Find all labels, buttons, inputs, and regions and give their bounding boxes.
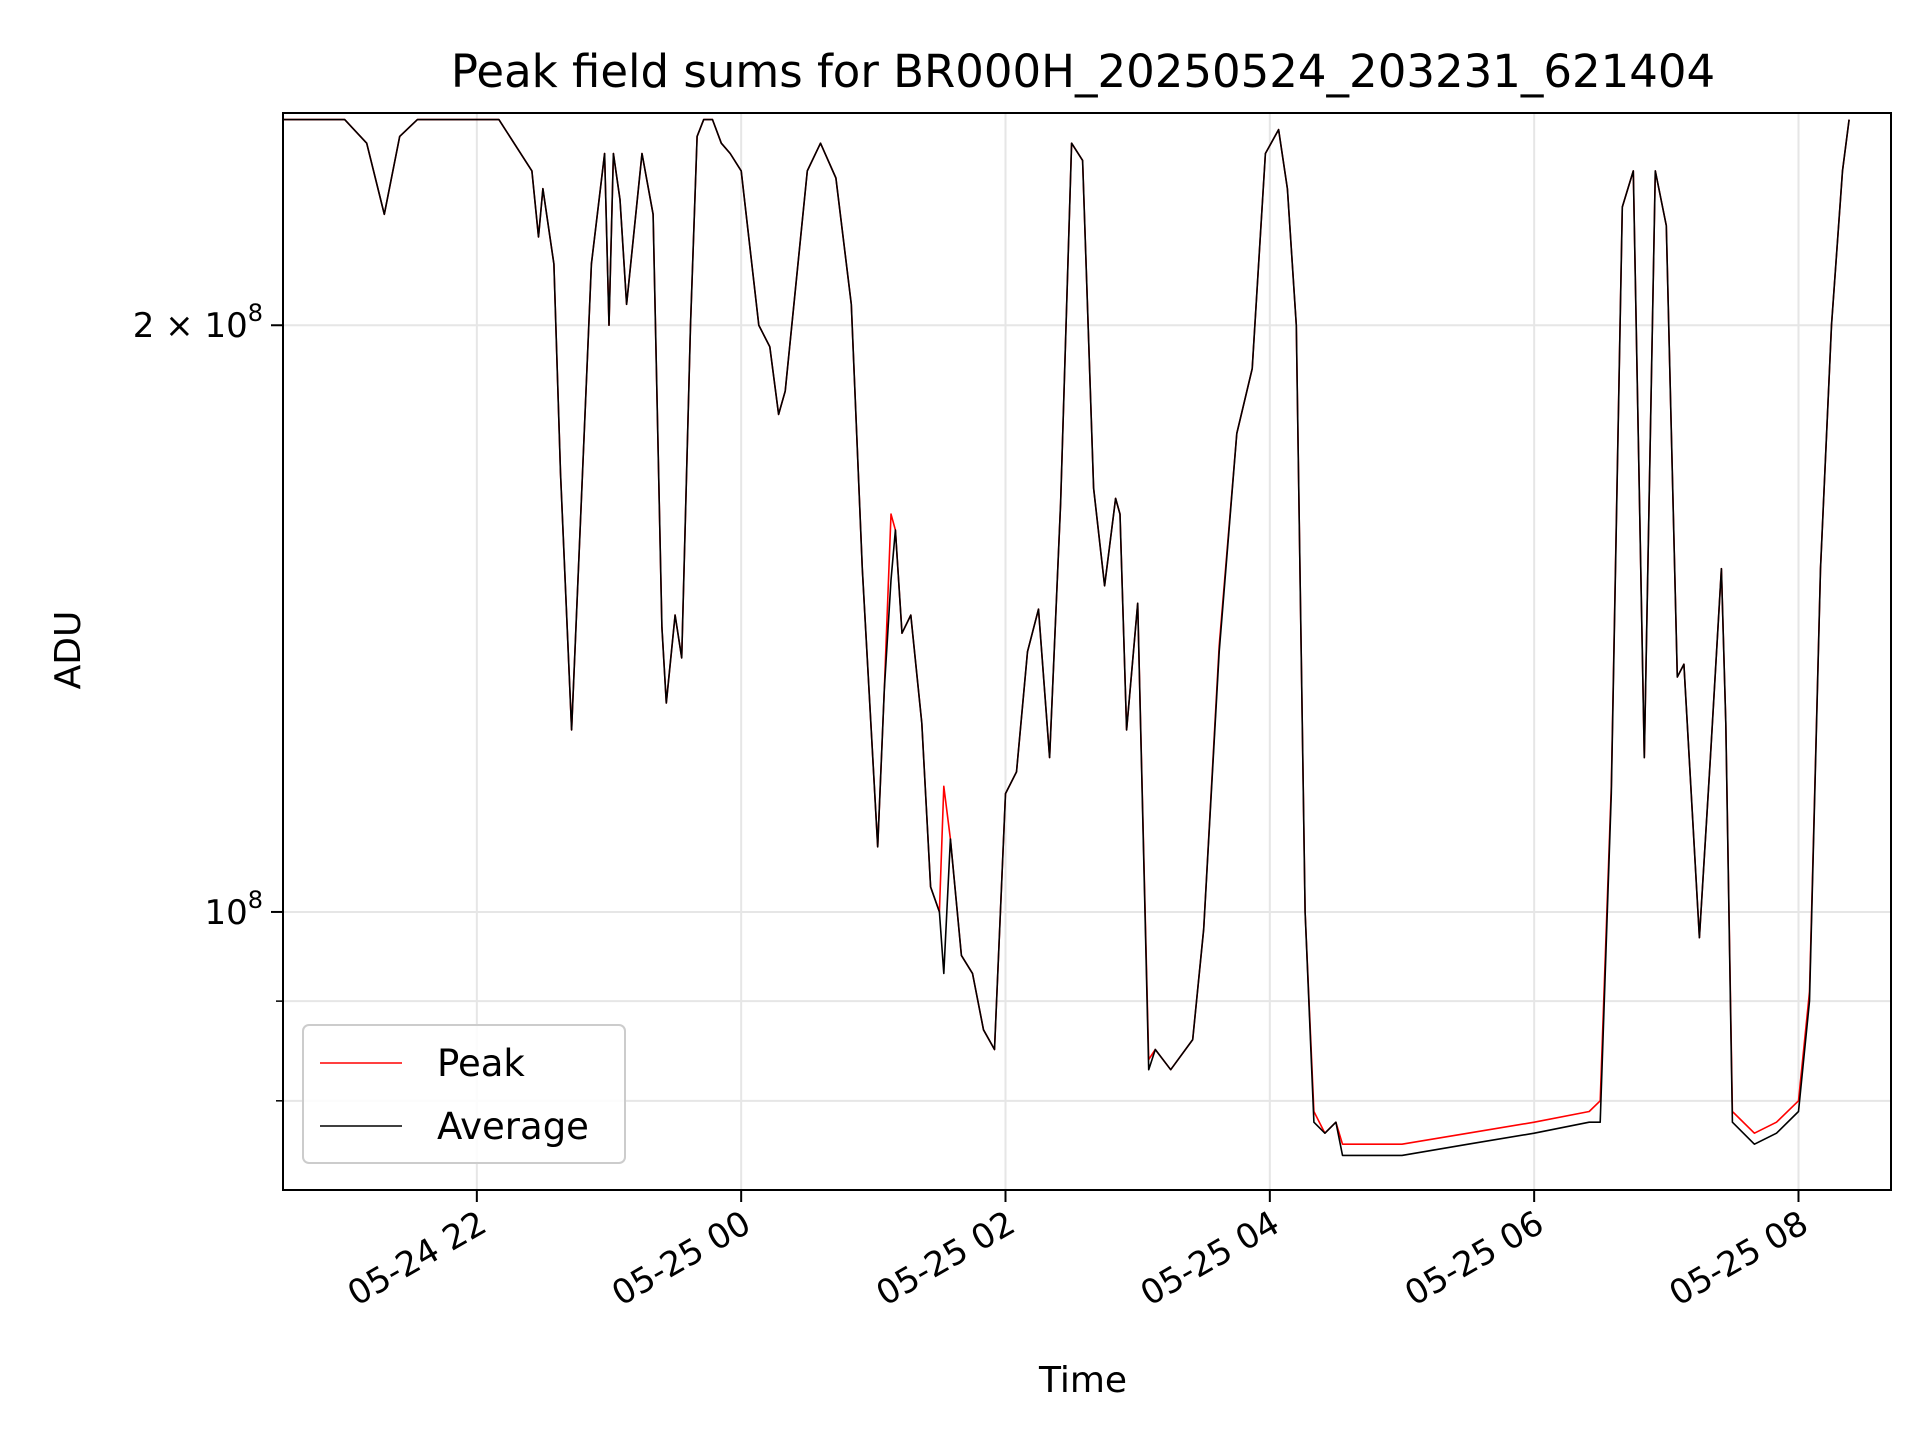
- grid: [283, 113, 1891, 1190]
- legend-box: [302, 1024, 626, 1164]
- series-layer: [283, 118, 1850, 1157]
- y-tick-label: 2 × 108: [133, 299, 263, 346]
- plot-frame: [282, 112, 1892, 1191]
- chart-title: Peak field sums for BR000H_20250524_2032…: [451, 45, 1715, 98]
- x-axis-label: Time: [1038, 1360, 1127, 1401]
- y-axis-label: ADU: [48, 611, 89, 690]
- legend-peak-label: Peak: [437, 1042, 525, 1085]
- legend: Peak Average: [302, 1024, 626, 1164]
- series-line-average: [283, 118, 1850, 1157]
- legend-average-label: Average: [437, 1105, 589, 1148]
- y-tick-label: 108: [204, 886, 263, 933]
